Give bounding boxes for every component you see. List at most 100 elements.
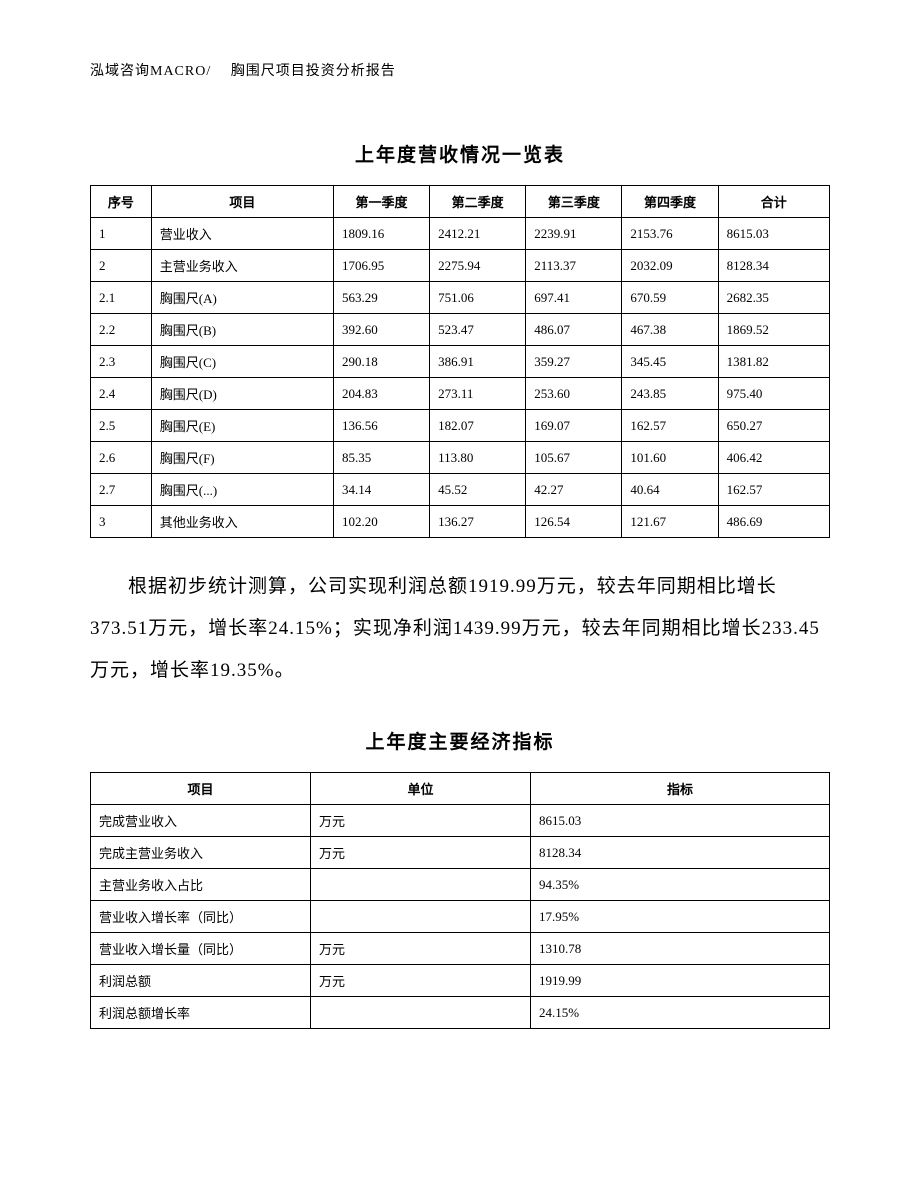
table-cell: 万元 <box>311 805 531 837</box>
table-cell: 2113.37 <box>526 250 622 282</box>
table-cell: 24.15% <box>531 997 830 1029</box>
table-row: 2主营业务收入1706.952275.942113.372032.098128.… <box>91 250 830 282</box>
table-cell: 169.07 <box>526 410 622 442</box>
table-cell: 359.27 <box>526 346 622 378</box>
table-cell: 486.69 <box>718 506 829 538</box>
col-item: 项目 <box>91 773 311 805</box>
table1-title: 上年度营收情况一览表 <box>90 140 830 167</box>
table-row: 2.5胸围尺(E)136.56182.07169.07162.57650.27 <box>91 410 830 442</box>
table-cell: 完成营业收入 <box>91 805 311 837</box>
table-cell: 126.54 <box>526 506 622 538</box>
table-cell: 42.27 <box>526 474 622 506</box>
table-cell: 486.07 <box>526 314 622 346</box>
table-row: 2.7胸围尺(...)34.1445.5242.2740.64162.57 <box>91 474 830 506</box>
table-cell: 975.40 <box>718 378 829 410</box>
table-cell: 营业收入 <box>151 218 333 250</box>
table-row: 3其他业务收入102.20136.27126.54121.67486.69 <box>91 506 830 538</box>
table-cell: 胸围尺(...) <box>151 474 333 506</box>
table-cell: 胸围尺(B) <box>151 314 333 346</box>
table-row: 主营业务收入占比 94.35% <box>91 869 830 901</box>
table-cell: 主营业务收入占比 <box>91 869 311 901</box>
table-header-row: 项目 单位 指标 <box>91 773 830 805</box>
table-row: 2.6胸围尺(F)85.35113.80105.67101.60406.42 <box>91 442 830 474</box>
table-cell: 3 <box>91 506 152 538</box>
table-row: 营业收入增长量（同比）万元1310.78 <box>91 933 830 965</box>
table-cell: 162.57 <box>718 474 829 506</box>
table-cell: 2412.21 <box>430 218 526 250</box>
table-cell: 182.07 <box>430 410 526 442</box>
table-cell: 万元 <box>311 933 531 965</box>
table-row: 完成主营业务收入万元8128.34 <box>91 837 830 869</box>
table-cell <box>311 901 531 933</box>
table-row: 利润总额增长率 24.15% <box>91 997 830 1029</box>
table-cell: 243.85 <box>622 378 718 410</box>
table-cell: 2.7 <box>91 474 152 506</box>
table-cell: 万元 <box>311 837 531 869</box>
table-cell: 2032.09 <box>622 250 718 282</box>
col-q2: 第二季度 <box>430 186 526 218</box>
table-cell: 2682.35 <box>718 282 829 314</box>
revenue-table: 序号 项目 第一季度 第二季度 第三季度 第四季度 合计 1营业收入1809.1… <box>90 185 830 538</box>
col-q1: 第一季度 <box>333 186 429 218</box>
table-cell: 162.57 <box>622 410 718 442</box>
table-cell: 670.59 <box>622 282 718 314</box>
table-header-row: 序号 项目 第一季度 第二季度 第三季度 第四季度 合计 <box>91 186 830 218</box>
table-cell: 8128.34 <box>531 837 830 869</box>
table-row: 营业收入增长率（同比）17.95% <box>91 901 830 933</box>
table-cell: 105.67 <box>526 442 622 474</box>
table-cell: 467.38 <box>622 314 718 346</box>
table-cell: 1 <box>91 218 152 250</box>
table-row: 1营业收入1809.162412.212239.912153.768615.03 <box>91 218 830 250</box>
table-cell <box>311 997 531 1029</box>
table-cell: 121.67 <box>622 506 718 538</box>
table-cell: 102.20 <box>333 506 429 538</box>
table-cell: 204.83 <box>333 378 429 410</box>
table1-body: 1营业收入1809.162412.212239.912153.768615.03… <box>91 218 830 538</box>
table-cell: 8128.34 <box>718 250 829 282</box>
table-cell: 136.27 <box>430 506 526 538</box>
table-cell: 94.35% <box>531 869 830 901</box>
table-row: 利润总额万元1919.99 <box>91 965 830 997</box>
table-cell: 胸围尺(C) <box>151 346 333 378</box>
table-cell: 2153.76 <box>622 218 718 250</box>
table-cell: 523.47 <box>430 314 526 346</box>
table-cell: 其他业务收入 <box>151 506 333 538</box>
table-cell: 1381.82 <box>718 346 829 378</box>
table-cell: 751.06 <box>430 282 526 314</box>
table-cell: 273.11 <box>430 378 526 410</box>
table2-title: 上年度主要经济指标 <box>90 727 830 754</box>
table2-body: 完成营业收入万元8615.03完成主营业务收入万元8128.34主营业务收入占比… <box>91 805 830 1029</box>
table-cell: 101.60 <box>622 442 718 474</box>
table-cell: 8615.03 <box>531 805 830 837</box>
table-cell: 40.64 <box>622 474 718 506</box>
table-row: 2.1胸围尺(A)563.29751.06697.41670.592682.35 <box>91 282 830 314</box>
table-cell: 胸围尺(D) <box>151 378 333 410</box>
table-cell: 136.56 <box>333 410 429 442</box>
col-q3: 第三季度 <box>526 186 622 218</box>
table-cell: 45.52 <box>430 474 526 506</box>
table-row: 2.2胸围尺(B)392.60523.47486.07467.381869.52 <box>91 314 830 346</box>
table-cell: 胸围尺(F) <box>151 442 333 474</box>
table-cell: 2 <box>91 250 152 282</box>
table-cell: 2.5 <box>91 410 152 442</box>
table-cell: 2239.91 <box>526 218 622 250</box>
table-row: 2.3胸围尺(C)290.18386.91359.27345.451381.82 <box>91 346 830 378</box>
table-cell: 营业收入增长率（同比） <box>91 901 311 933</box>
table-cell: 1919.99 <box>531 965 830 997</box>
table-cell: 2275.94 <box>430 250 526 282</box>
table-cell: 386.91 <box>430 346 526 378</box>
col-unit: 单位 <box>311 773 531 805</box>
table-cell: 345.45 <box>622 346 718 378</box>
table-cell: 2.3 <box>91 346 152 378</box>
table-cell: 主营业务收入 <box>151 250 333 282</box>
table-cell: 253.60 <box>526 378 622 410</box>
col-seq: 序号 <box>91 186 152 218</box>
table-cell: 85.35 <box>333 442 429 474</box>
table-cell: 392.60 <box>333 314 429 346</box>
table-cell: 650.27 <box>718 410 829 442</box>
table-row: 2.4胸围尺(D)204.83273.11253.60243.85975.40 <box>91 378 830 410</box>
indicators-table: 项目 单位 指标 完成营业收入万元8615.03完成主营业务收入万元8128.3… <box>90 772 830 1029</box>
table-cell: 2.2 <box>91 314 152 346</box>
table-cell: 1869.52 <box>718 314 829 346</box>
table-cell: 利润总额增长率 <box>91 997 311 1029</box>
